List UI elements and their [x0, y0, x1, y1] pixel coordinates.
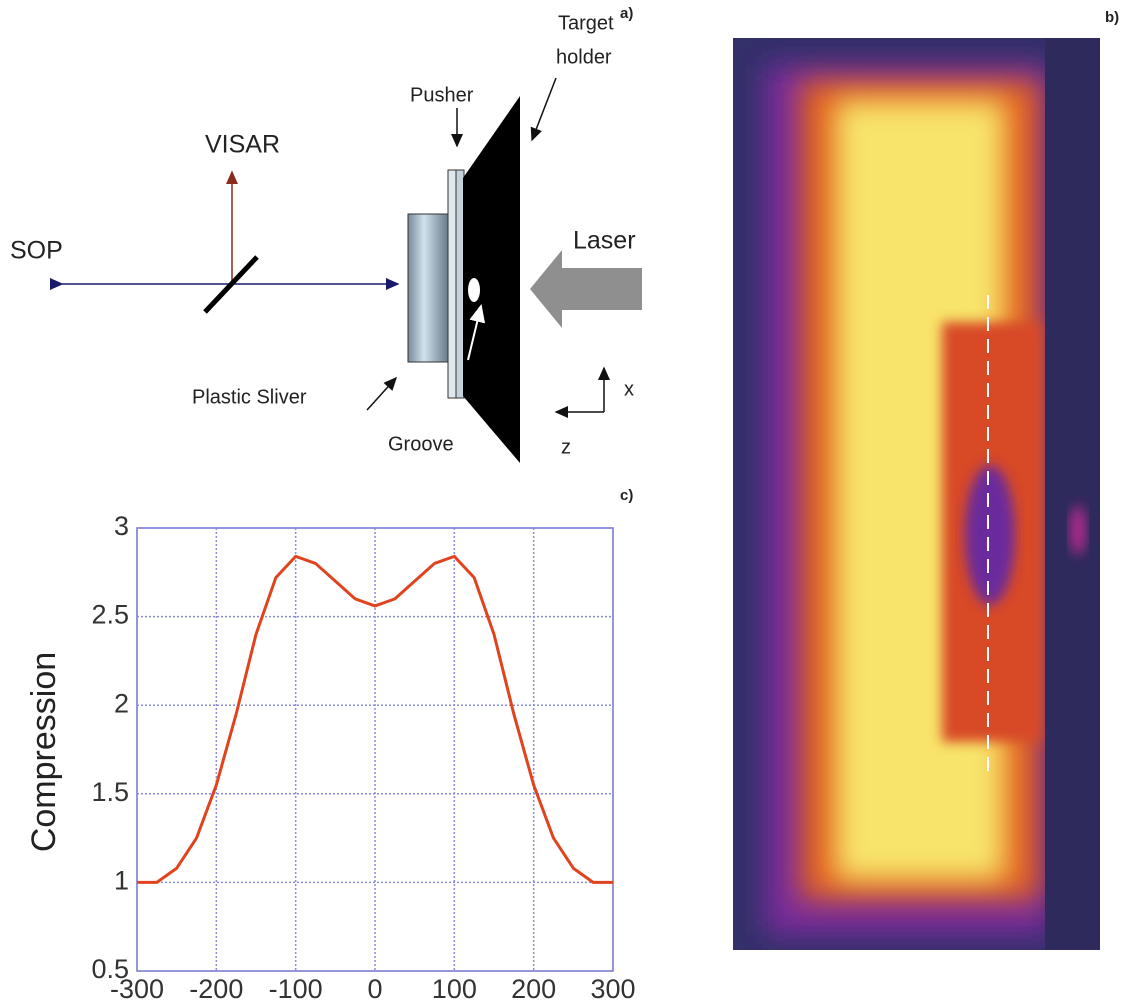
x-tick-label: 300	[590, 974, 635, 1004]
setup-diagram: VISAR SOP Laser Pusher Target holder Pla…	[10, 5, 642, 463]
pointer	[367, 378, 396, 410]
pointer	[532, 78, 556, 140]
label: z	[561, 436, 571, 458]
label: x	[624, 378, 634, 400]
pusher-plate	[448, 170, 456, 398]
x-tick-label: 100	[432, 974, 477, 1004]
label: Plastic Sliver	[192, 386, 307, 408]
panel-label: b)	[1105, 9, 1119, 26]
plastic-block	[408, 214, 448, 362]
pusher-plate	[456, 170, 464, 398]
groove	[468, 278, 480, 302]
radiograph	[733, 38, 1100, 950]
label: SOP	[10, 237, 63, 265]
y-axis-title: Compression	[25, 652, 63, 852]
label: Pusher	[410, 84, 474, 106]
label: Groove	[388, 433, 454, 455]
laser-arrow	[530, 250, 642, 328]
y-tick-label: 3	[114, 511, 129, 541]
y-tick-label: 2	[114, 688, 129, 718]
x-tick-label: 200	[511, 974, 556, 1004]
x-tick-label: 0	[367, 974, 382, 1004]
x-tick-label: -200	[189, 974, 243, 1004]
figure: VISAR SOP Laser Pusher Target holder Pla…	[0, 0, 1133, 1005]
y-tick-label: 2.5	[91, 600, 129, 630]
label: holder	[556, 46, 612, 68]
panel-label: a)	[620, 5, 633, 22]
x-tick-label: -300	[110, 974, 164, 1004]
y-tick-label: 1	[114, 866, 129, 896]
y-tick-label: 1.5	[91, 777, 129, 807]
panel-label: c)	[620, 487, 633, 504]
label: Target	[558, 12, 614, 34]
x-tick-label: -100	[269, 974, 323, 1004]
label: Laser	[573, 227, 636, 255]
label: VISAR	[205, 131, 280, 159]
